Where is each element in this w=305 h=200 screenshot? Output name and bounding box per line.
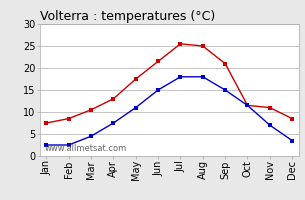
Text: www.allmetsat.com: www.allmetsat.com: [45, 144, 127, 153]
Text: Volterra : temperatures (°C): Volterra : temperatures (°C): [40, 10, 215, 23]
